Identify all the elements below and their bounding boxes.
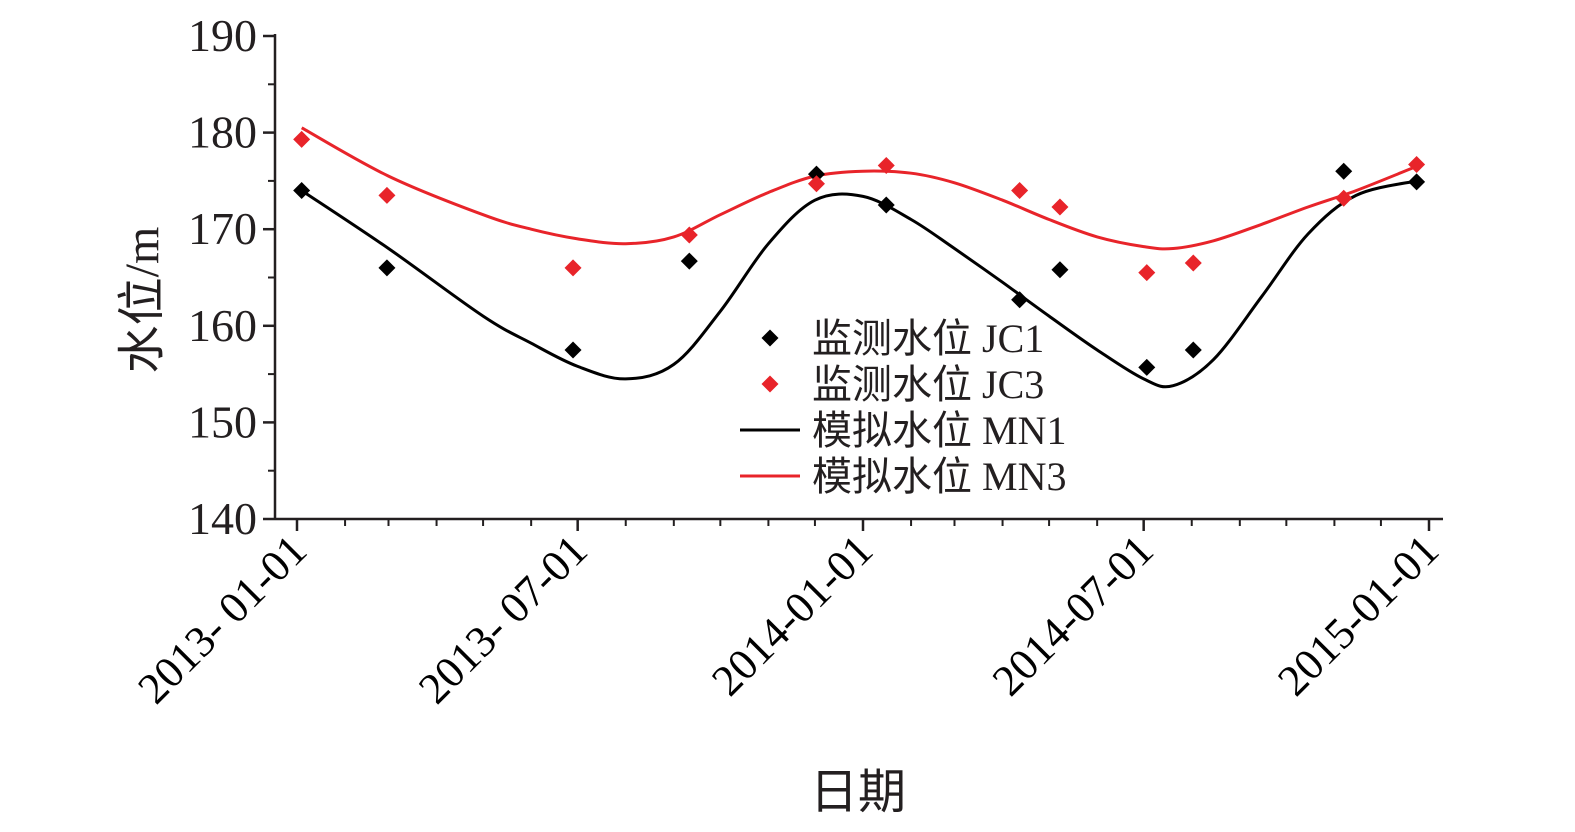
x-tick-label: 2015-01-01: [1268, 525, 1448, 705]
data-point-监测水位-jc3: [1138, 264, 1156, 282]
data-point-监测水位-jc3: [1335, 189, 1353, 207]
data-point-监测水位-jc3: [807, 175, 825, 193]
data-point-监测水位-jc1: [680, 252, 698, 270]
data-point-监测水位-jc1: [807, 165, 825, 183]
legend-label: 模拟水位 MN1: [812, 408, 1066, 453]
y-axis-title: 水位/m: [116, 227, 169, 374]
x-tick-label: 2013- 01-01: [128, 525, 316, 713]
y-tick-label: 160: [188, 300, 257, 351]
y-tick-label: 190: [188, 10, 257, 61]
data-point-监测水位-jc3: [1051, 198, 1069, 216]
y-tick-label: 150: [188, 396, 257, 447]
data-point-监测水位-jc1: [293, 182, 311, 200]
data-point-监测水位-jc1: [1138, 358, 1156, 376]
data-point-监测水位-jc1: [564, 341, 582, 359]
data-point-监测水位-jc3: [1184, 254, 1202, 272]
legend-swatch-监测水位-jc1: [761, 329, 779, 347]
data-point-监测水位-jc1: [1335, 162, 1353, 180]
series-lines: [300, 126, 1418, 389]
data-point-监测水位-jc3: [1408, 155, 1426, 173]
legend-label: 监测水位 JC1: [812, 316, 1044, 361]
data-point-监测水位-jc3: [293, 130, 311, 148]
legend-swatch-监测水位-jc3: [761, 375, 779, 393]
y-axis-ticks: 140 150 160 170 180 190: [188, 10, 275, 544]
x-axis-title: 日期: [810, 766, 906, 819]
series-points: [293, 130, 1426, 376]
legend-label: 监测水位 JC3: [812, 362, 1044, 407]
data-point-监测水位-jc1: [877, 196, 895, 214]
series-line-模拟水位-mn1: [300, 179, 1417, 389]
data-point-监测水位-jc1: [1051, 261, 1069, 279]
y-tick-label: 180: [188, 107, 257, 158]
data-point-监测水位-jc3: [1011, 182, 1029, 200]
data-point-监测水位-jc3: [680, 226, 698, 244]
data-point-监测水位-jc1: [1408, 173, 1426, 191]
data-point-监测水位-jc1: [1184, 341, 1202, 359]
series-line-模拟水位-mn3: [300, 126, 1418, 251]
x-tick-label: 2013- 07-01: [409, 525, 597, 713]
data-point-监测水位-jc3: [877, 156, 895, 174]
x-axis-ticks: 2013- 01-01 2013- 07-01 2014-01-01 2014-07-…: [128, 519, 1448, 713]
data-point-监测水位-jc1: [1011, 291, 1029, 309]
data-point-监测水位-jc1: [378, 259, 396, 277]
data-point-监测水位-jc3: [564, 259, 582, 277]
y-tick-label: 170: [188, 203, 257, 254]
legend-label: 模拟水位 MN3: [812, 454, 1066, 499]
data-point-监测水位-jc3: [378, 186, 396, 204]
y-tick-label: 140: [188, 493, 257, 544]
x-tick-label: 2014-07-01: [983, 525, 1163, 705]
x-tick-label: 2014-01-01: [702, 525, 882, 705]
